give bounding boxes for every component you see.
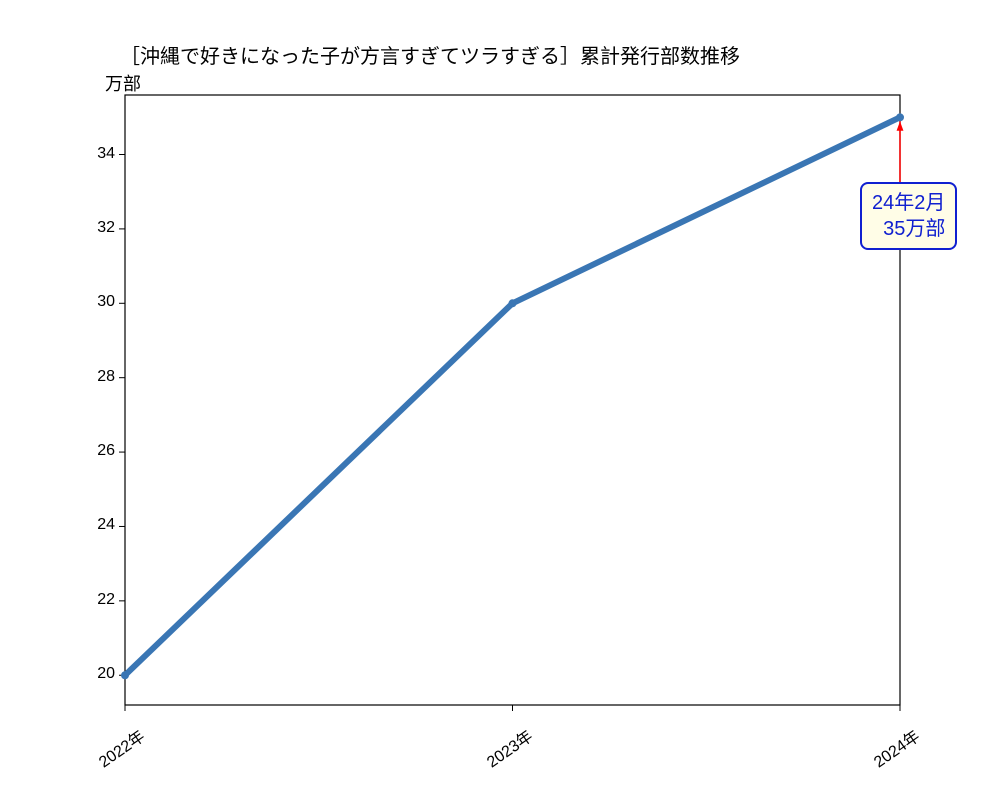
annotation-line2: 35万部 [883,218,945,240]
y-tick-label: 20 [85,665,115,683]
chart-svg [0,0,1000,800]
y-tick-label: 34 [85,145,115,163]
y-tick-label: 22 [85,591,115,609]
y-tick-label: 26 [85,442,115,460]
annotation-line1: 24年2月 [872,192,945,214]
y-tick-label: 30 [85,293,115,311]
y-tick-label: 32 [85,219,115,237]
y-tick-label: 28 [85,368,115,386]
y-tick-label: 24 [85,516,115,534]
chart-container: ［沖縄で好きになった子が方言すぎてツラすぎる］累計発行部数推移 万部 20222… [0,0,1000,800]
annotation-callout: 24年2月 35万部 [860,182,957,250]
